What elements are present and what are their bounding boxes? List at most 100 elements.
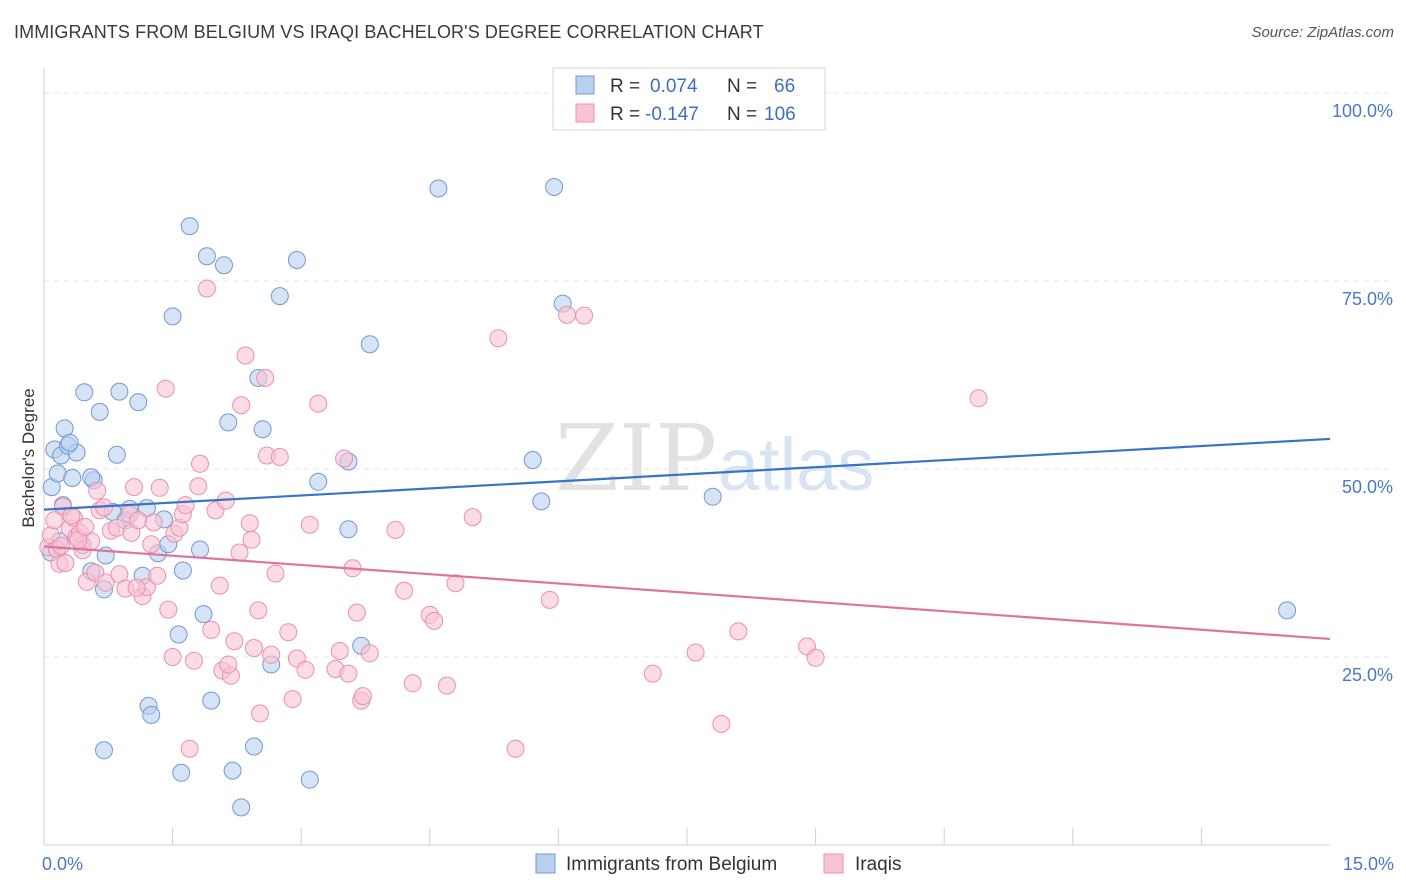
data-point-pink	[270, 448, 289, 466]
data-point-blue	[532, 492, 551, 511]
data-point-blue	[172, 763, 191, 782]
series-legend: Immigrants from Belgium Iraqis	[535, 853, 901, 875]
data-point-pink	[575, 306, 594, 325]
data-point-pink	[806, 648, 825, 667]
y-tick-label: 75.0%	[1342, 289, 1393, 309]
data-point-pink	[360, 644, 379, 663]
data-point-pink	[335, 449, 354, 468]
data-point-blue	[300, 770, 319, 789]
legend-swatch-belgium	[575, 75, 595, 95]
data-point-pink	[127, 578, 146, 597]
data-point-pink	[540, 590, 559, 609]
legend-r-label-iraqis: R =	[610, 104, 640, 125]
x-tick-label: 15.0%	[1343, 854, 1394, 874]
data-point-blue	[107, 445, 126, 464]
data-point-pink	[210, 576, 229, 595]
data-point-blue	[191, 540, 209, 559]
data-point-blue	[215, 256, 233, 275]
data-point-blue	[245, 737, 263, 756]
data-point-blue	[339, 520, 358, 539]
data-point-pink	[45, 511, 64, 530]
data-point-blue	[429, 179, 448, 198]
data-point-pink	[446, 574, 465, 593]
data-point-pink	[558, 305, 576, 324]
data-point-blue	[129, 393, 148, 412]
data-point-blue	[223, 761, 242, 780]
data-point-pink	[437, 676, 456, 695]
data-point-pink	[686, 643, 705, 662]
legend-n-value-belgium: 66	[774, 76, 795, 97]
data-point-pink	[279, 623, 298, 642]
data-point-blue	[287, 251, 306, 269]
data-point-pink	[191, 454, 209, 473]
data-point-pink	[180, 739, 199, 758]
data-point-blue	[309, 472, 328, 491]
data-point-pink	[236, 346, 255, 365]
data-point-blue	[180, 217, 199, 236]
data-point-pink	[148, 566, 167, 585]
data-point-pink	[249, 601, 268, 620]
series-pink	[39, 279, 988, 758]
data-point-pink	[300, 515, 319, 534]
data-point-blue	[173, 561, 192, 580]
data-point-blue	[110, 382, 129, 401]
chart-source: Source: ZipAtlas.com	[1251, 24, 1394, 41]
series-legend-label-iraqis: Iraqis	[855, 854, 901, 875]
data-point-pink	[240, 514, 259, 533]
data-point-blue	[163, 307, 182, 326]
data-point-pink	[712, 714, 731, 733]
data-point-pink	[347, 603, 366, 622]
data-point-pink	[125, 478, 143, 497]
data-point-blue	[219, 413, 238, 432]
data-point-blue	[95, 741, 113, 760]
data-point-pink	[56, 554, 75, 572]
data-point-pink	[489, 329, 508, 348]
series-legend-swatch-iraqis	[823, 853, 844, 874]
data-point-pink	[251, 704, 269, 723]
y-axis-title: Bachelor's Degree	[19, 388, 38, 527]
data-point-blue	[194, 605, 213, 624]
data-point-pink	[62, 506, 81, 525]
data-point-pink	[245, 639, 263, 657]
data-point-pink	[969, 389, 988, 408]
data-point-blue	[545, 178, 564, 196]
data-point-pink	[142, 535, 161, 554]
data-point-pink	[266, 564, 285, 583]
data-point-pink	[403, 674, 422, 693]
data-point-blue	[202, 691, 221, 710]
chart-title: IMMIGRANTS FROM BELGIUM VS IRAQI BACHELO…	[14, 22, 764, 42]
correlation-legend: R = 0.074 N = 66 R = -0.147 N = 106	[552, 67, 826, 131]
axes: 25.0% 50.0% 75.0% 100.0% 0.0% 15.0%	[42, 68, 1394, 874]
y-tick-label: 50.0%	[1342, 477, 1393, 497]
data-point-pink	[230, 543, 249, 562]
x-tick-label: 0.0%	[42, 854, 83, 874]
data-point-pink	[729, 622, 748, 641]
y-tick-label: 25.0%	[1342, 665, 1393, 685]
data-point-pink	[76, 517, 95, 536]
data-point-pink	[159, 600, 178, 619]
data-point-pink	[232, 396, 251, 415]
data-point-pink	[309, 394, 328, 413]
data-point-blue	[169, 625, 188, 644]
data-point-pink	[643, 664, 662, 683]
data-point-pink	[150, 478, 169, 497]
data-point-pink	[197, 279, 216, 298]
legend-n-label-belgium: N =	[727, 76, 757, 97]
y-tick-label: 100.0%	[1332, 101, 1393, 121]
series-legend-swatch-belgium	[535, 853, 556, 874]
data-point-pink	[176, 496, 195, 515]
data-point-blue	[270, 287, 289, 306]
data-point-pink	[163, 648, 182, 666]
data-point-pink	[339, 664, 358, 683]
data-point-pink	[425, 611, 444, 630]
data-point-pink	[144, 513, 163, 532]
series-legend-label-belgium: Immigrants from Belgium	[566, 854, 777, 875]
data-point-pink	[242, 530, 261, 549]
data-point-blue	[75, 383, 94, 402]
data-point-pink	[256, 369, 275, 387]
data-point-pink	[353, 687, 372, 706]
legend-r-value-iraqis: -0.147	[645, 104, 699, 125]
data-point-blue	[60, 433, 79, 452]
data-point-pink	[156, 379, 175, 398]
data-point-pink	[52, 536, 71, 555]
